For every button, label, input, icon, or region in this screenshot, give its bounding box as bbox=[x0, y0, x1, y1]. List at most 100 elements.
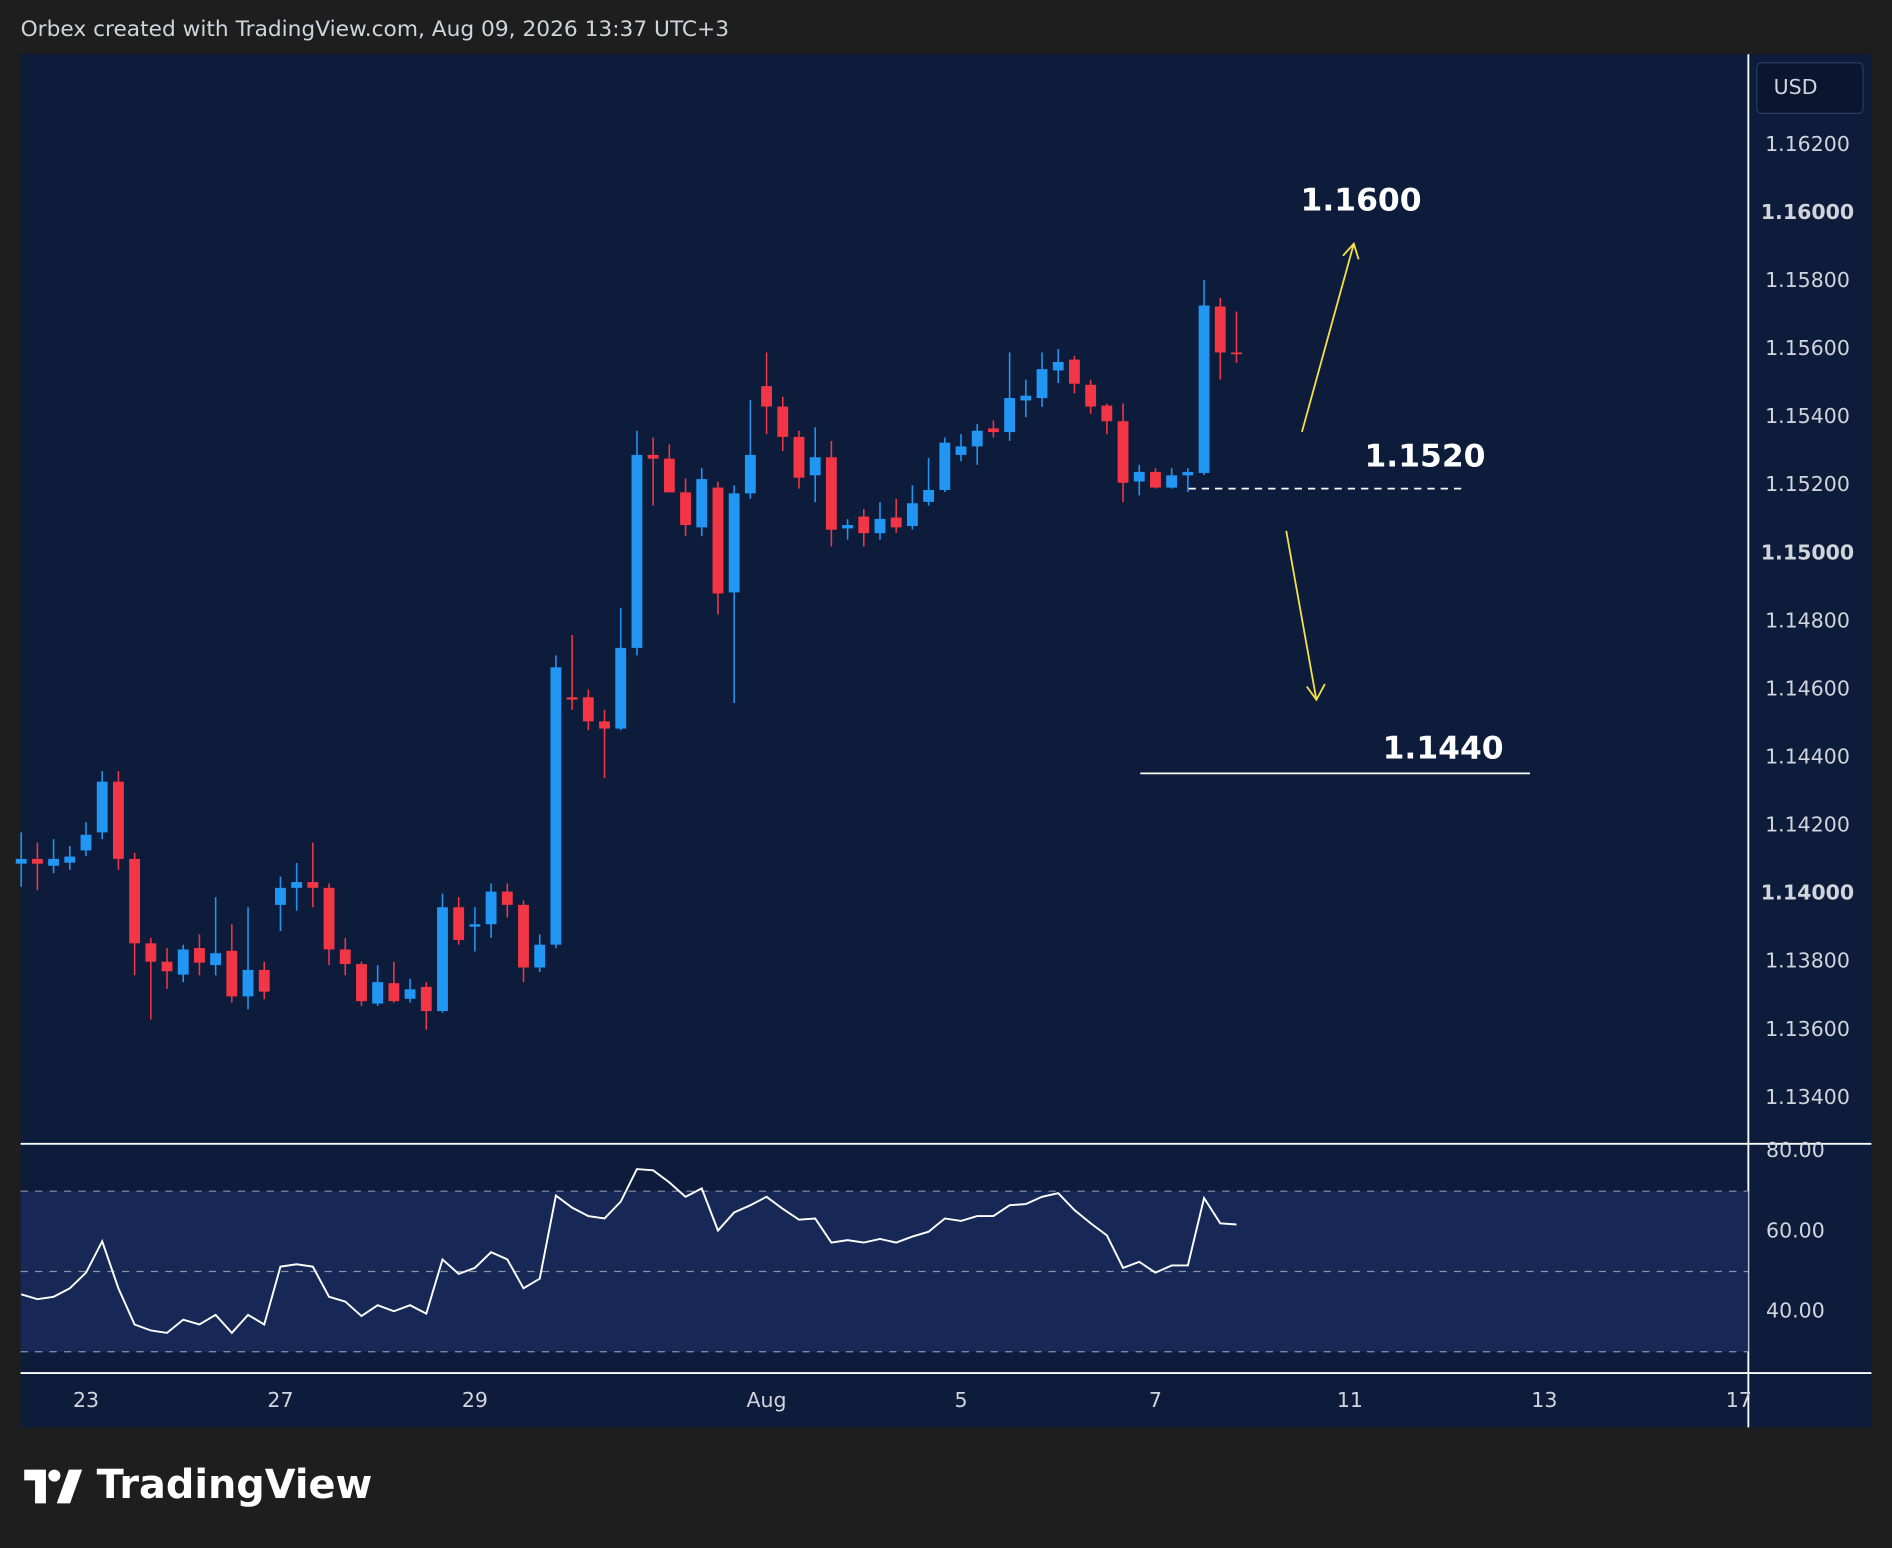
candle-body bbox=[874, 518, 886, 534]
logo-text: TradingView bbox=[97, 1462, 373, 1508]
x-tick-label: 11 bbox=[1337, 1388, 1363, 1412]
candle-body bbox=[1052, 361, 1064, 371]
y-tick-label: 80.00 bbox=[1766, 1138, 1825, 1162]
candle-body bbox=[599, 721, 610, 729]
candle-body bbox=[987, 428, 999, 433]
candle-body bbox=[696, 479, 708, 528]
arrow-down bbox=[1285, 530, 1326, 702]
candle-body bbox=[323, 887, 335, 950]
candle-body bbox=[566, 697, 578, 700]
candle-body bbox=[437, 907, 448, 1012]
candle-body bbox=[761, 386, 772, 407]
candle-body bbox=[145, 943, 157, 962]
candle-body bbox=[404, 989, 416, 999]
candle-body bbox=[680, 492, 691, 526]
y-tick-label: 1.13600 bbox=[1765, 1017, 1850, 1041]
candle-body bbox=[485, 891, 497, 925]
candle-body bbox=[1004, 398, 1016, 433]
candle-body bbox=[469, 924, 481, 927]
candle-body bbox=[193, 948, 205, 963]
x-tick-label: Aug bbox=[747, 1388, 787, 1412]
x-tick-label: 5 bbox=[954, 1388, 967, 1412]
arrow-up bbox=[1301, 241, 1360, 433]
x-tick-label: 23 bbox=[73, 1388, 99, 1412]
candle-body bbox=[226, 950, 238, 997]
candle-body bbox=[971, 430, 983, 447]
candle-body bbox=[356, 964, 367, 1002]
x-tick-label: 27 bbox=[267, 1388, 293, 1412]
candle-body bbox=[842, 525, 854, 529]
candle-body bbox=[258, 969, 270, 992]
candle-body bbox=[923, 489, 935, 502]
candle-body bbox=[291, 882, 303, 888]
y-tick-label: 1.15800 bbox=[1765, 268, 1850, 292]
logo-icon bbox=[24, 1469, 46, 1504]
candle-body bbox=[744, 454, 756, 494]
rsi-line bbox=[20, 1168, 1237, 1335]
candle-body bbox=[307, 882, 319, 888]
y-tick-label: 1.14800 bbox=[1765, 608, 1850, 632]
currency: USD bbox=[1774, 75, 1818, 99]
y-tick-label: 1.13800 bbox=[1765, 949, 1850, 973]
x-tick-label: 17 bbox=[1726, 1388, 1752, 1412]
candle-body bbox=[1231, 352, 1242, 355]
candle-body bbox=[275, 887, 286, 905]
candle-body bbox=[663, 458, 675, 493]
candle-body bbox=[1198, 305, 1210, 473]
candle-body bbox=[550, 667, 562, 945]
annotation: 1.1440 bbox=[1383, 730, 1504, 766]
candle-body bbox=[1214, 306, 1226, 353]
candle-body bbox=[48, 858, 60, 866]
annotation: 1.1600 bbox=[1301, 182, 1422, 218]
y-tick-label: 1.16200 bbox=[1765, 132, 1850, 156]
candle-body bbox=[388, 983, 400, 1002]
candle-body bbox=[728, 493, 740, 593]
candle-body bbox=[453, 907, 465, 940]
candle-body bbox=[161, 961, 173, 972]
currency-box[interactable] bbox=[1756, 62, 1864, 115]
candle-body bbox=[777, 406, 789, 437]
candle-body bbox=[518, 904, 529, 968]
y-tick-label: 60.00 bbox=[1766, 1218, 1825, 1242]
candle-body bbox=[939, 442, 951, 490]
annotation: 1.1520 bbox=[1364, 438, 1485, 474]
candle-body bbox=[129, 858, 141, 944]
candle-body bbox=[1166, 475, 1178, 488]
candle-body bbox=[809, 457, 821, 476]
header: Orbex created with TradingView.com, Aug … bbox=[21, 17, 729, 42]
candle-body bbox=[64, 856, 76, 863]
candle-body bbox=[210, 953, 222, 966]
candle-body bbox=[1101, 405, 1113, 422]
candle-body bbox=[177, 949, 189, 975]
x-tick-label: 7 bbox=[1149, 1388, 1162, 1412]
candle-body bbox=[242, 969, 254, 997]
x-tick-label: 29 bbox=[462, 1388, 488, 1412]
candle-body bbox=[534, 944, 546, 968]
candle-body bbox=[112, 781, 124, 859]
candle-body bbox=[1085, 384, 1097, 407]
y-tick-label: 1.14400 bbox=[1765, 744, 1850, 768]
candle-body bbox=[955, 446, 967, 455]
y-tick-label: 1.16000 bbox=[1761, 200, 1854, 224]
candle-body bbox=[906, 503, 918, 527]
candle-body bbox=[31, 858, 43, 864]
y-tick-label: 1.15200 bbox=[1765, 472, 1850, 496]
y-tick-label: 1.14200 bbox=[1765, 813, 1850, 837]
candle-body bbox=[647, 454, 659, 459]
candle-body bbox=[615, 647, 627, 729]
candle-body bbox=[96, 781, 108, 833]
y-tick-label: 40.00 bbox=[1766, 1299, 1825, 1323]
candle-body bbox=[372, 982, 384, 1004]
candle-body bbox=[793, 436, 805, 478]
arrows bbox=[1285, 241, 1360, 702]
candle-body bbox=[890, 517, 902, 528]
candle-body bbox=[1150, 471, 1161, 488]
candle-body bbox=[1117, 421, 1129, 483]
x-tick-label: 13 bbox=[1531, 1388, 1557, 1412]
candle-body bbox=[501, 891, 513, 905]
candle-body bbox=[80, 834, 92, 851]
logo: TradingView bbox=[24, 1462, 372, 1508]
candle-body bbox=[15, 858, 27, 864]
